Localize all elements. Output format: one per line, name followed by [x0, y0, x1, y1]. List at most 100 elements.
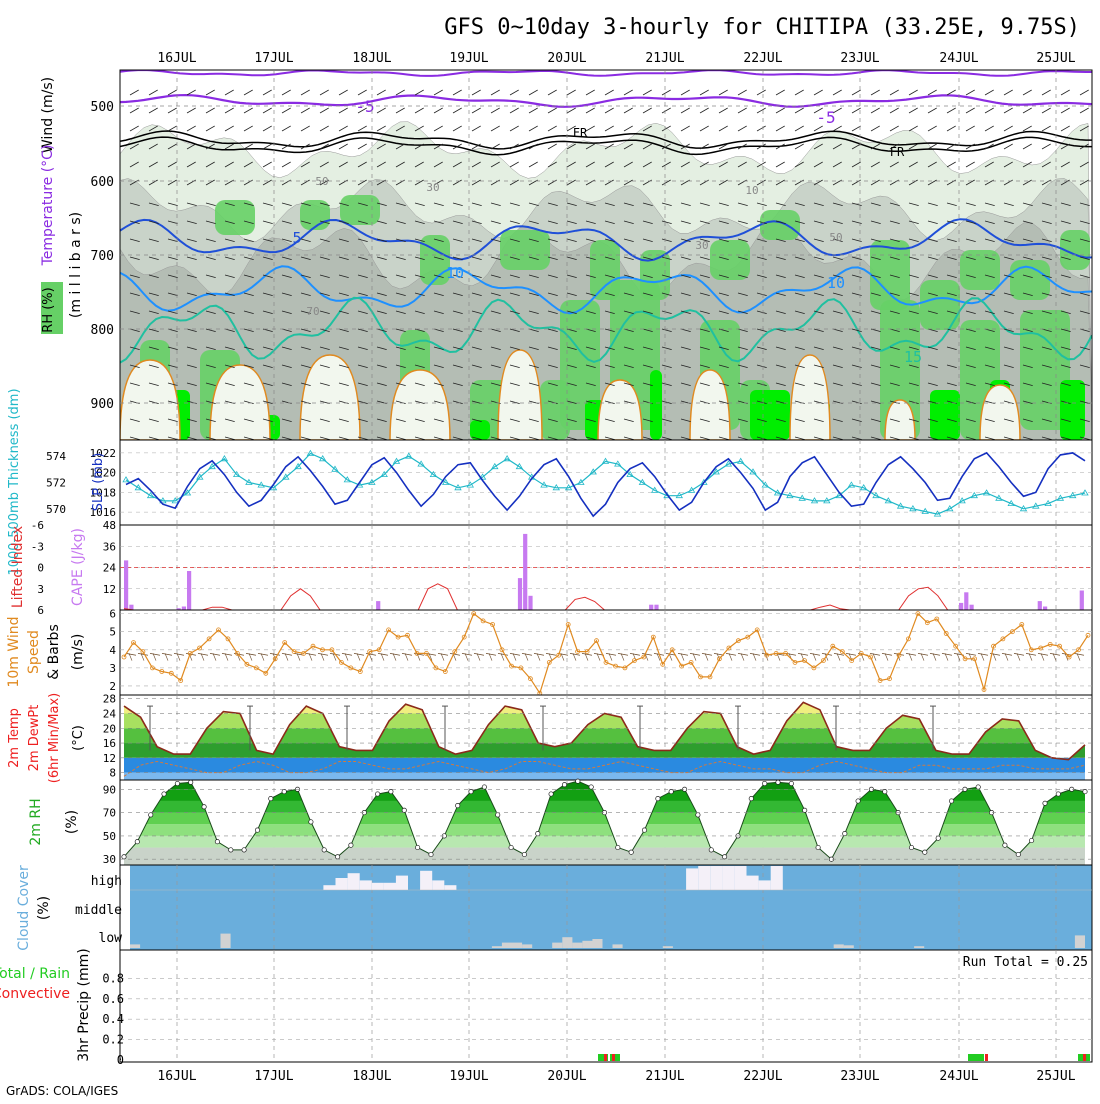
cape-bar	[124, 560, 129, 610]
bottom-date-label: 24JUL	[939, 1069, 978, 1084]
thickness-point	[749, 468, 757, 475]
wind-barb	[604, 238, 615, 242]
wind-barb	[908, 418, 919, 422]
wind-barb-10m	[473, 653, 485, 656]
wind-barb	[566, 125, 576, 132]
wind-barb	[281, 143, 291, 150]
wind-barb	[129, 125, 139, 132]
wind-barb	[623, 328, 634, 332]
wind-barb	[509, 364, 520, 368]
wind-barb	[490, 89, 500, 96]
wind-barb	[338, 364, 349, 368]
wind-barb	[338, 89, 348, 96]
wind-barb	[642, 202, 653, 206]
wind-barb-10m	[173, 653, 185, 656]
wind-barb	[984, 89, 994, 96]
wind-barb	[319, 328, 330, 332]
wind-speed-point	[773, 651, 779, 656]
rh-point	[335, 854, 341, 860]
wind-barb	[1060, 256, 1071, 260]
wind-barb	[585, 107, 595, 114]
dewpoint-band-low	[124, 772, 1085, 780]
ylabel-temperature: Temperature (°C)	[40, 145, 56, 267]
wind-barb	[509, 89, 519, 96]
wind-barb	[414, 143, 424, 150]
wind-barb	[243, 418, 254, 422]
wind-barb	[794, 143, 804, 150]
top-date-label: 23JUL	[840, 51, 879, 66]
thickness-point	[810, 497, 819, 504]
wind-barb	[300, 436, 311, 440]
wind-barb	[129, 256, 140, 260]
wind-barb	[452, 364, 463, 368]
wind-barb	[870, 400, 881, 404]
cloud-low-bar	[552, 942, 563, 948]
wind-barb	[718, 400, 729, 404]
wind-barb	[281, 382, 292, 386]
wind-barb-10m	[965, 653, 977, 656]
wind-barb	[870, 328, 881, 332]
wind-barb-10m	[461, 653, 473, 656]
upper-ytick: 800	[91, 323, 114, 338]
wind-barb-10m	[629, 653, 641, 656]
wind-speed-point	[632, 658, 637, 663]
wind-barb	[832, 418, 843, 422]
rh-band	[124, 847, 1085, 865]
wind-barb-feather	[260, 653, 265, 661]
bottom-date-label: 20JUL	[547, 1069, 586, 1084]
wind-barb	[1003, 418, 1014, 422]
cloud-low-bar	[220, 933, 231, 948]
wind-barb	[623, 256, 634, 260]
wind-barb	[889, 107, 899, 114]
isotherm-minus5	[120, 93, 1092, 108]
wind-barb	[452, 346, 463, 350]
thickness-point	[540, 481, 548, 488]
wind-barb	[528, 364, 539, 368]
wind-barb	[319, 143, 329, 150]
rh-point	[775, 779, 781, 785]
wind-barb	[889, 328, 900, 332]
wind-barb	[224, 310, 235, 314]
wind-barb	[832, 310, 843, 314]
wind-barb	[281, 107, 291, 114]
wind-barb	[414, 89, 424, 96]
cape-tick: 24	[103, 562, 117, 575]
wind-speed-point	[726, 645, 732, 651]
wind-barb	[813, 220, 824, 224]
wind-barb	[737, 310, 748, 314]
wind-barb	[395, 328, 406, 332]
thickness-point	[196, 473, 204, 480]
wind-barb	[376, 292, 387, 296]
cape-bar	[969, 604, 974, 610]
wind-barb	[376, 89, 386, 96]
thickness-point	[921, 507, 929, 514]
wind-barb	[1022, 364, 1033, 368]
rh-point	[641, 827, 648, 833]
wind-barb	[338, 125, 348, 132]
wind-barb	[832, 292, 843, 296]
li-tick: 6	[37, 604, 44, 617]
wind-barb	[262, 310, 273, 314]
wind-barb	[1060, 292, 1071, 296]
wind-barb	[167, 125, 177, 132]
wind-barb	[300, 202, 311, 206]
wind-barb	[414, 436, 425, 440]
cloud-high-bar	[371, 882, 384, 890]
rh-point	[428, 851, 434, 858]
wind-barb	[908, 202, 919, 206]
wind-barb	[623, 346, 634, 350]
cloud-low-bar	[833, 944, 844, 948]
wind-barb	[642, 125, 652, 132]
wind-speed-point	[735, 638, 741, 644]
rh-point	[468, 789, 474, 795]
rh-point	[188, 779, 194, 785]
precip-conv-bar	[985, 1054, 988, 1061]
wind-barb	[699, 220, 710, 224]
wind-barb	[167, 220, 178, 224]
wind-barb	[889, 238, 900, 242]
rh-point	[561, 782, 568, 788]
wind-barb	[870, 274, 881, 278]
wind-barb-10m	[677, 653, 689, 656]
thickness-tick: 574	[46, 450, 66, 463]
wind-barb-10m	[809, 653, 821, 656]
